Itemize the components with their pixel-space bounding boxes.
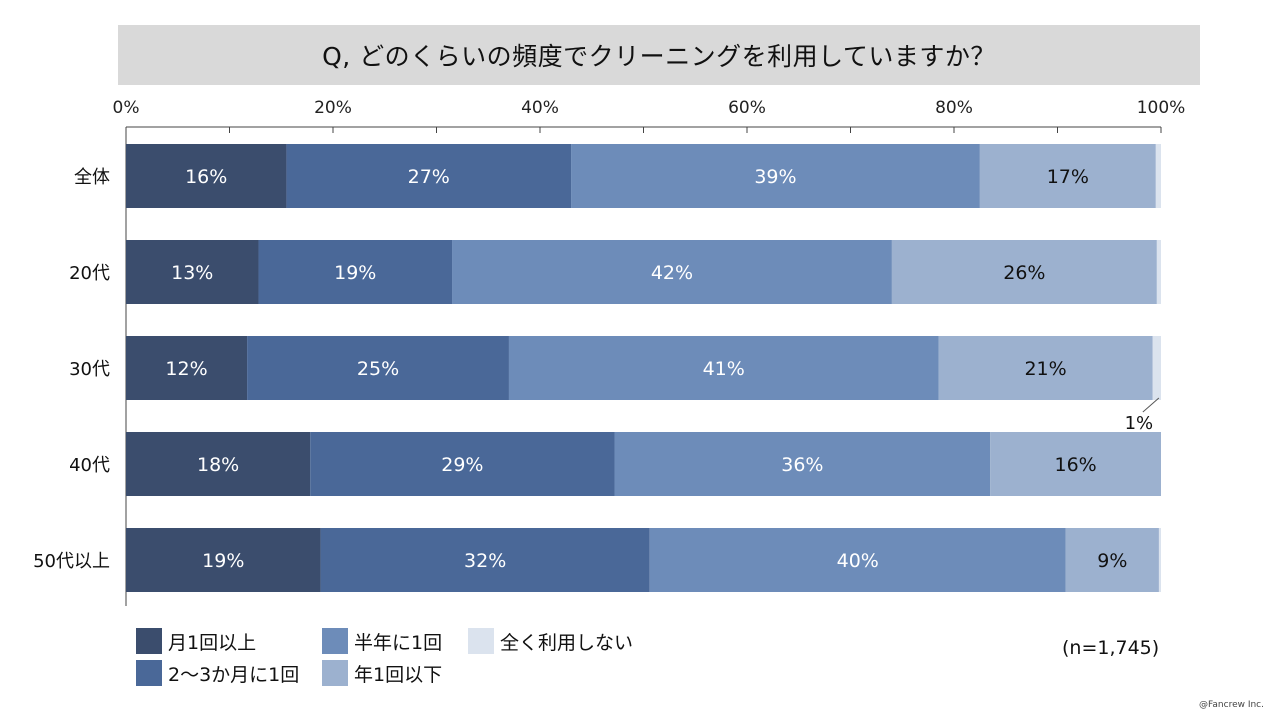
data-label: 26% [1003, 262, 1045, 284]
bar-segment [938, 336, 1153, 400]
legend-item-monthly: 月1回以上 [136, 628, 256, 654]
callout-label: 1% [1125, 413, 1154, 434]
bar-segment [1152, 336, 1161, 400]
bar-segment [310, 432, 615, 496]
data-label: 16% [185, 166, 227, 188]
legend-item-half-year: 半年に1回 [322, 628, 442, 654]
data-label: 32% [464, 550, 506, 572]
bar-segment [258, 240, 453, 304]
legend-swatch-monthly [136, 628, 162, 654]
category-label: 20代 [69, 263, 110, 284]
data-label: 17% [1047, 166, 1089, 188]
bar-segment [286, 144, 572, 208]
data-label: 40% [837, 550, 879, 572]
credit: @Fancrew Inc. [1199, 700, 1264, 710]
category-label: 全体 [74, 167, 110, 188]
data-label: 27% [408, 166, 450, 188]
bar-segment [126, 240, 259, 304]
sample-size: (n=1,745) [1062, 637, 1160, 659]
bar-segment [126, 432, 311, 496]
bar-segment [571, 144, 980, 208]
x-tick-label: 100% [1137, 98, 1186, 118]
data-label: 39% [754, 166, 796, 188]
x-tick-label: 80% [935, 98, 973, 118]
category-label: 30代 [69, 359, 110, 380]
data-label: 12% [165, 358, 207, 380]
x-tick-label: 20% [314, 98, 352, 118]
category-label: 40代 [69, 455, 110, 476]
bar-segment [508, 336, 939, 400]
bar-segment [649, 528, 1066, 592]
legend-swatch-never [468, 628, 494, 654]
bar-segment [320, 528, 650, 592]
data-label: 19% [202, 550, 244, 572]
bar-segment [126, 144, 287, 208]
bar-segment [247, 336, 509, 400]
bar-segment [979, 144, 1156, 208]
data-label: 13% [171, 262, 213, 284]
x-tick-label: 60% [728, 98, 766, 118]
data-label: 29% [441, 454, 483, 476]
bar-segment [891, 240, 1157, 304]
x-tick-label: 40% [521, 98, 559, 118]
data-label: 25% [357, 358, 399, 380]
bar-segment [1158, 528, 1161, 592]
data-label: 41% [703, 358, 745, 380]
data-label: 21% [1024, 358, 1066, 380]
legend-label-2-3-months: 2～3か月に1回 [168, 663, 300, 686]
legend-label-half-year: 半年に1回 [354, 631, 443, 654]
data-label: 42% [651, 262, 693, 284]
legend-label-monthly: 月1回以上 [168, 631, 257, 654]
data-label: 36% [781, 454, 823, 476]
bar-segment [452, 240, 892, 304]
data-label: 18% [197, 454, 239, 476]
legend-item-never: 全く利用しない [468, 628, 633, 654]
bar-segment [126, 336, 248, 400]
data-label: 9% [1097, 550, 1127, 572]
callout-leader-line [1142, 397, 1160, 413]
chart-title: Q, どのくらいの頻度でクリーニングを利用していますか？ [118, 25, 1200, 85]
bar-segment [990, 432, 1161, 496]
legend-item-yearly-or-less: 年1回以下 [322, 660, 442, 686]
data-label: 19% [334, 262, 376, 284]
bar-segment [1065, 528, 1159, 592]
legend-label-never: 全く利用しない [500, 631, 634, 654]
legend-swatch-2-3-months [136, 660, 162, 686]
legend-swatch-yearly-or-less [322, 660, 348, 686]
x-tick-label: 0% [113, 98, 140, 118]
legend-label-yearly-or-less: 年1回以下 [354, 663, 443, 686]
legend-item-2-3-months: 2～3か月に1回 [136, 660, 299, 686]
legend: 月1回以上 2～3か月に1回 半年に1回 年1回以下 全く利用しない [136, 628, 656, 688]
data-label: 16% [1054, 454, 1096, 476]
bar-segment [1156, 240, 1161, 304]
legend-swatch-half-year [322, 628, 348, 654]
bar-segment [614, 432, 991, 496]
bar-segment [126, 528, 321, 592]
chart-title-text: Q, どのくらいの頻度でクリーニングを利用していますか？ [322, 42, 996, 71]
bar-segment [1155, 144, 1161, 208]
category-label: 50代以上 [33, 551, 110, 572]
